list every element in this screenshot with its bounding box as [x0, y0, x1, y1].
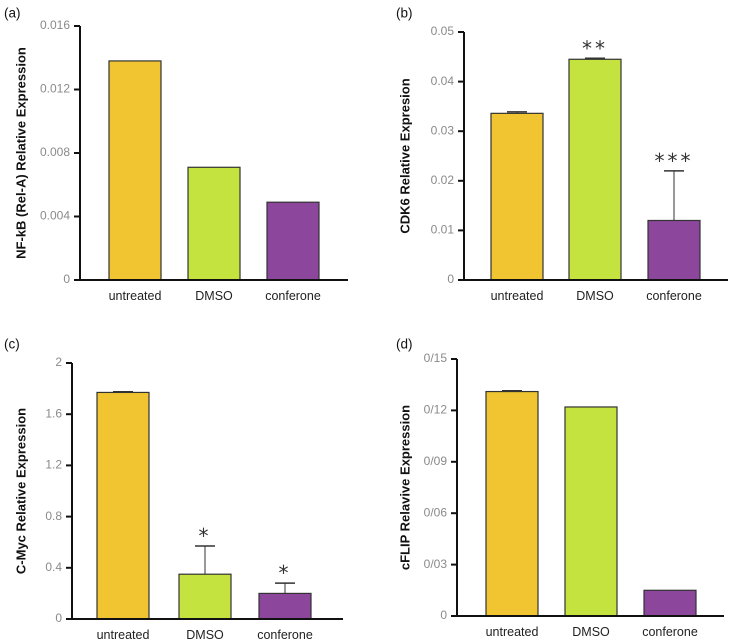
panel-label: (c) — [4, 337, 20, 352]
bar-dmso — [187, 166, 241, 281]
bar-untreated — [96, 391, 150, 620]
y-tick-label: 0/09 — [424, 454, 448, 468]
panel-label: (a) — [4, 6, 21, 21]
y-tick-label: 0.01 — [431, 223, 455, 237]
y-tick-label: 0 — [440, 608, 447, 622]
y-tick-label: 0 — [63, 272, 70, 286]
bar-dmso — [568, 58, 622, 281]
x-tick-label: DMSO — [572, 625, 610, 639]
y-tick-label: 2 — [55, 355, 62, 369]
x-tick-label: conferone — [642, 625, 698, 639]
y-tick-label: 0.004 — [40, 209, 70, 223]
bar-dmso — [178, 573, 232, 620]
y-tick-label: 0.012 — [40, 82, 70, 96]
y-tick-label: 0 — [447, 272, 454, 286]
significance-marker: *** — [655, 149, 694, 173]
x-tick-label: untreated — [491, 289, 544, 303]
y-axis-label: cFLIP Relavive Expression — [397, 405, 412, 570]
y-axis-label: C-Myc Relative Expression — [13, 408, 28, 574]
x-tick-label: DMSO — [576, 289, 614, 303]
y-tick-label: 0.008 — [40, 145, 70, 159]
bar-conferone — [647, 219, 701, 281]
x-tick-label: DMSO — [195, 289, 233, 303]
y-tick-label: 1.2 — [45, 458, 62, 472]
y-tick-label: 0.8 — [45, 509, 62, 523]
bar-untreated — [108, 60, 162, 281]
panel-label: (b) — [396, 6, 413, 21]
bar-conferone — [266, 201, 320, 281]
bar-conferone — [258, 592, 312, 620]
y-tick-label: 0.03 — [431, 123, 455, 137]
bar-conferone — [643, 589, 697, 617]
y-axis-label: CDK6 Relative Expresion — [397, 78, 412, 233]
significance-marker: * — [199, 524, 212, 548]
y-tick-label: 0.05 — [431, 24, 455, 38]
y-tick-label: 1.6 — [45, 406, 62, 420]
y-tick-label: 0.02 — [431, 173, 455, 187]
bar-untreated — [485, 390, 539, 617]
y-tick-label: 0.4 — [45, 560, 62, 574]
y-tick-label: 0/06 — [424, 505, 448, 519]
y-tick-label: 0/12 — [424, 403, 448, 417]
x-tick-label: untreated — [486, 625, 539, 639]
x-tick-label: conferone — [265, 289, 321, 303]
x-tick-label: untreated — [97, 628, 150, 642]
x-tick-label: untreated — [109, 289, 162, 303]
y-tick-label: 0 — [55, 611, 62, 625]
x-tick-label: conferone — [257, 628, 313, 642]
significance-marker: ** — [582, 36, 608, 60]
bar-untreated — [490, 112, 544, 281]
y-tick-label: 0/15 — [424, 351, 448, 365]
significance-marker: * — [279, 561, 292, 585]
y-tick-label: 0.04 — [431, 74, 455, 88]
y-axis-label: NF-kB (Rel-A) Relative Expression — [13, 47, 28, 259]
x-tick-label: conferone — [646, 289, 702, 303]
x-tick-label: DMSO — [186, 628, 224, 642]
y-tick-label: 0.016 — [40, 18, 70, 32]
y-tick-label: 0/03 — [424, 557, 448, 571]
bar-dmso — [564, 406, 618, 617]
panel-label: (d) — [396, 337, 413, 352]
